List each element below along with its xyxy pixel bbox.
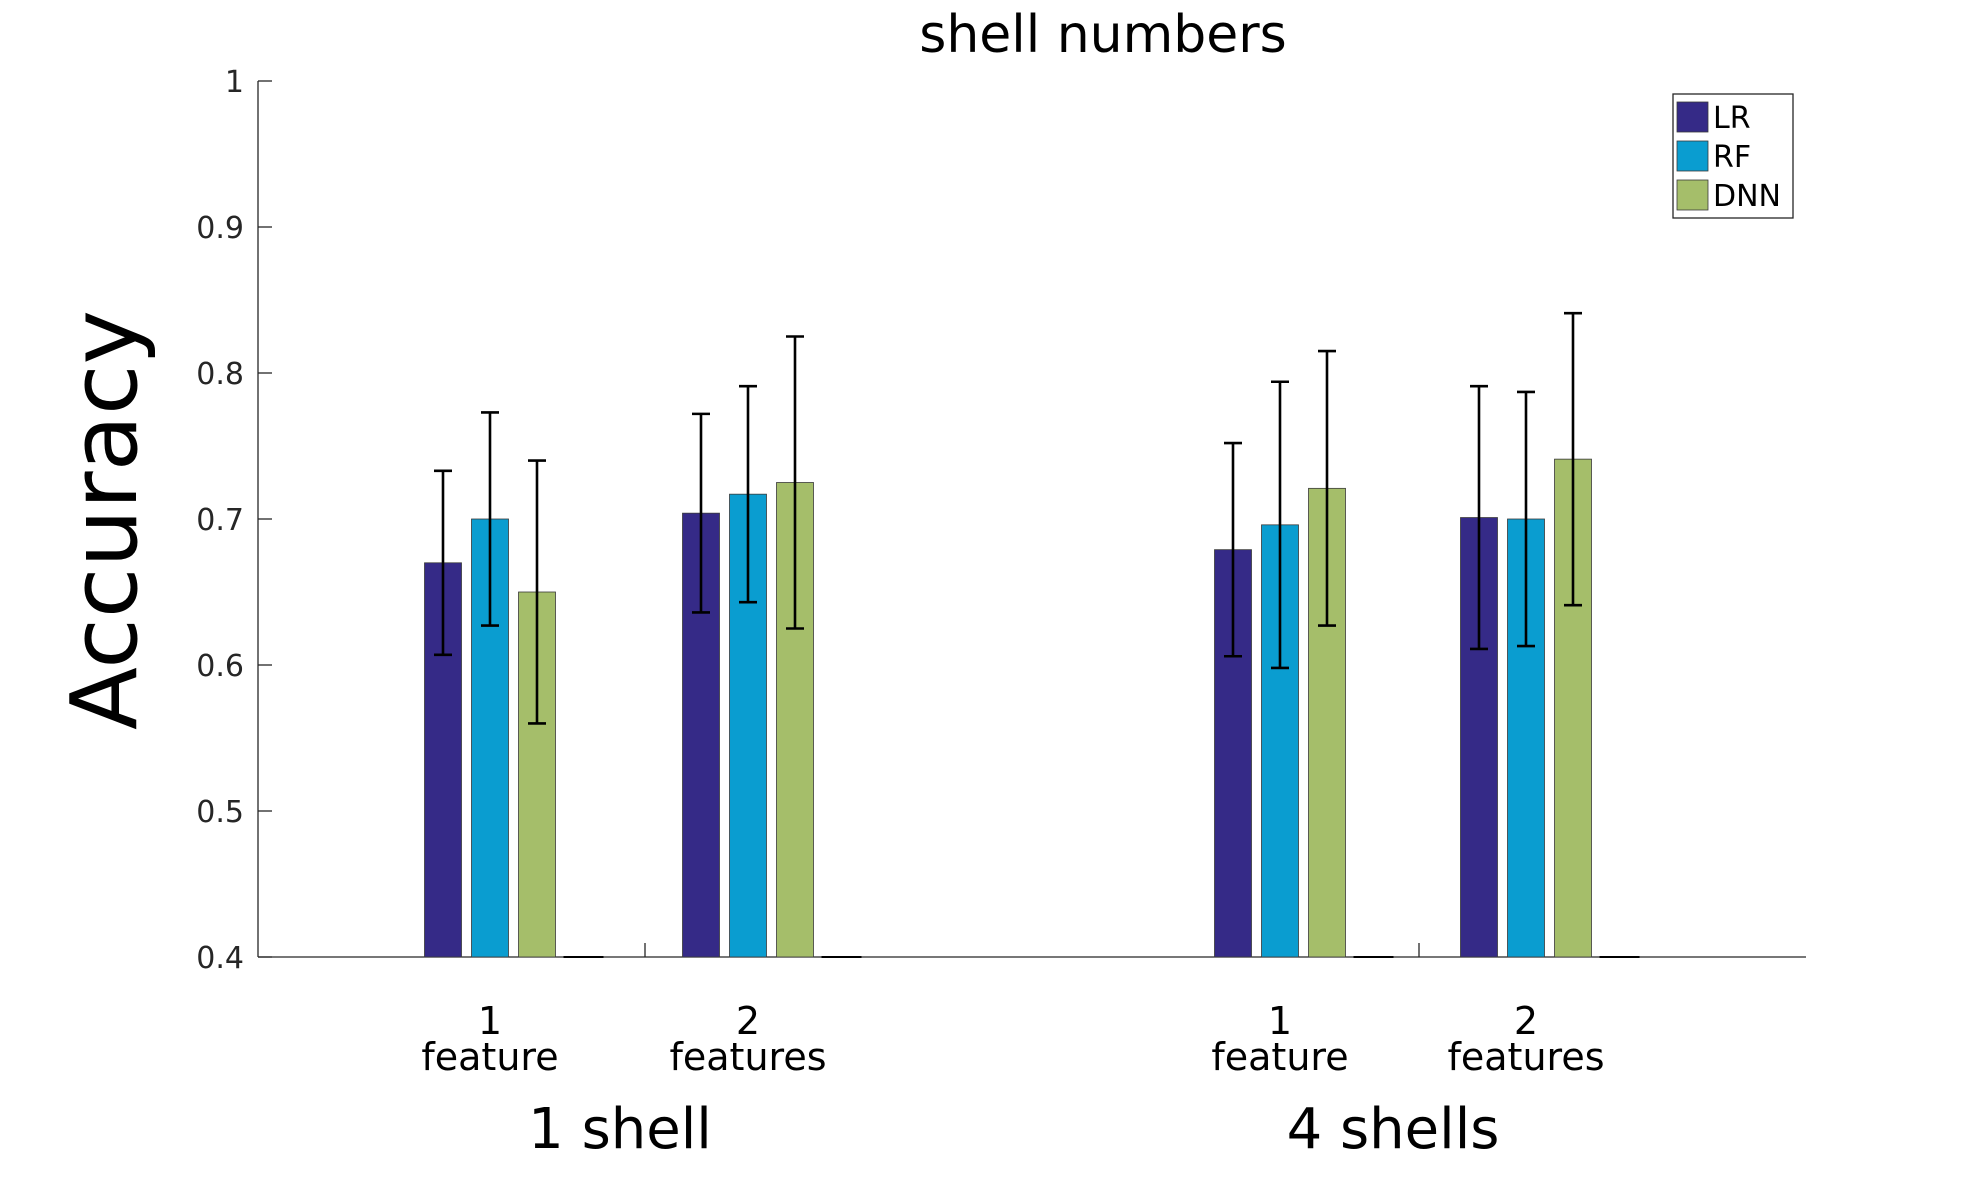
category-label-line2: features bbox=[670, 1035, 827, 1079]
y-tick-label: 0.4 bbox=[196, 941, 244, 976]
legend: LR RF DNN bbox=[1672, 93, 1794, 219]
bars-layer bbox=[424, 458, 1592, 958]
group-label: 1 shell bbox=[528, 1097, 712, 1162]
y-tick-label: 1 bbox=[225, 65, 244, 100]
legend-label-lr: LR bbox=[1713, 101, 1751, 136]
axes-layer: 0.4 0.5 0.6 0.7 0.8 0.9 1 bbox=[196, 65, 1806, 976]
legend-swatch-dnn bbox=[1676, 179, 1709, 211]
bar-lr bbox=[424, 562, 462, 958]
legend-swatch-rf bbox=[1676, 140, 1709, 172]
category-label-line1: 1 bbox=[478, 999, 502, 1043]
chart-title: shell numbers bbox=[919, 5, 1287, 65]
legend-label-rf: RF bbox=[1713, 140, 1751, 175]
group-label: 4 shells bbox=[1287, 1097, 1500, 1162]
y-tick-label: 0.6 bbox=[196, 649, 244, 684]
y-tick-label: 0.7 bbox=[196, 503, 244, 538]
y-tick-label: 0.8 bbox=[196, 357, 244, 392]
category-label-line2: feature bbox=[1211, 1035, 1348, 1079]
y-tick-label: 0.5 bbox=[196, 795, 244, 830]
category-label-line1: 2 bbox=[1514, 999, 1538, 1043]
category-label-line1: 2 bbox=[736, 999, 760, 1043]
category-label-line2: feature bbox=[421, 1035, 558, 1079]
category-label-line1: 1 bbox=[1268, 999, 1292, 1043]
category-label-line2: features bbox=[1448, 1035, 1605, 1079]
legend-label-dnn: DNN bbox=[1713, 179, 1781, 214]
legend-swatch-lr bbox=[1676, 101, 1709, 133]
y-axis-label: Accuracy bbox=[51, 310, 158, 730]
error-bars-layer bbox=[434, 311, 1582, 725]
y-tick-label: 0.9 bbox=[196, 211, 244, 246]
